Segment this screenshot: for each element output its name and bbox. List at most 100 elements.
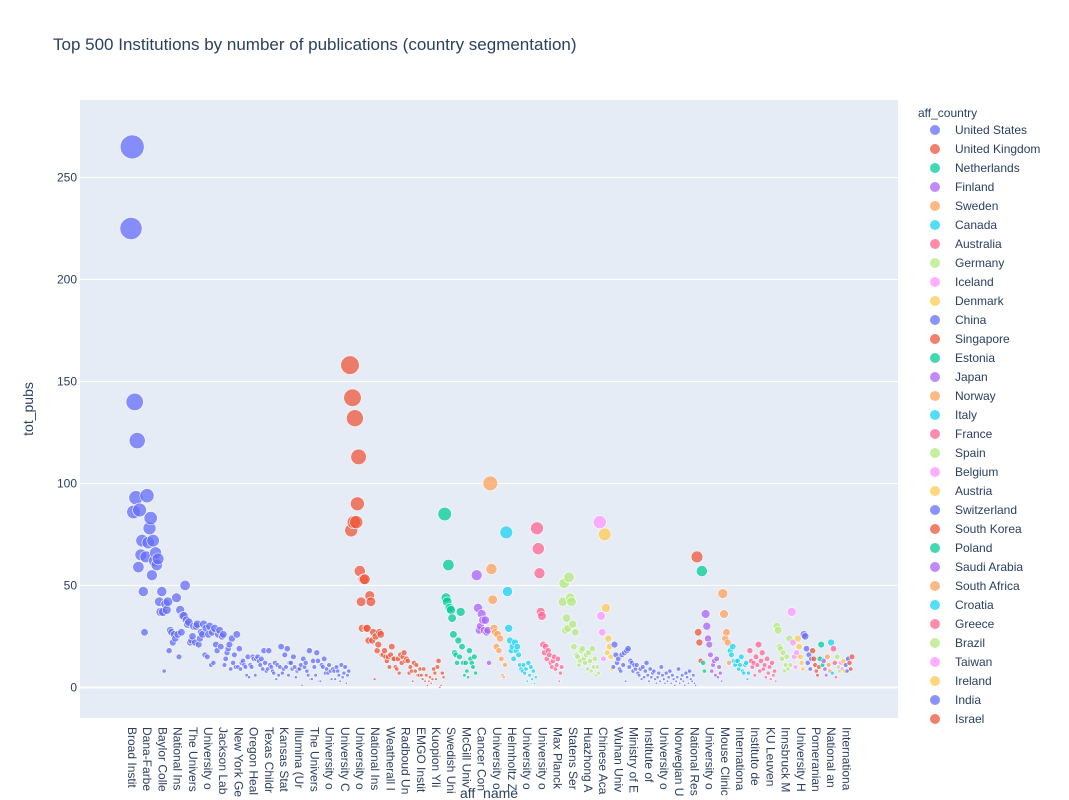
data-point[interactable] xyxy=(594,664,600,670)
data-point[interactable] xyxy=(520,662,527,668)
data-point[interactable] xyxy=(336,673,342,678)
data-point[interactable] xyxy=(238,666,244,672)
data-point[interactable] xyxy=(140,628,149,637)
data-point[interactable] xyxy=(789,638,797,647)
data-point[interactable] xyxy=(813,668,819,674)
data-point[interactable] xyxy=(558,670,563,676)
data-point[interactable] xyxy=(663,681,667,685)
data-point[interactable] xyxy=(499,525,513,540)
data-point[interactable] xyxy=(582,660,588,666)
data-point[interactable] xyxy=(640,664,646,670)
data-point[interactable] xyxy=(647,666,653,672)
data-point[interactable] xyxy=(530,677,534,682)
data-point[interactable] xyxy=(498,655,505,663)
data-point[interactable] xyxy=(667,668,673,674)
data-point[interactable] xyxy=(690,550,704,564)
data-point[interactable] xyxy=(306,673,311,678)
data-point[interactable] xyxy=(817,640,825,649)
data-point[interactable] xyxy=(642,668,648,674)
legend-item[interactable]: Estonia xyxy=(930,351,995,365)
data-point[interactable] xyxy=(495,647,503,655)
data-point[interactable] xyxy=(179,579,191,591)
data-point[interactable] xyxy=(626,664,632,670)
data-point[interactable] xyxy=(695,638,704,647)
data-point[interactable] xyxy=(373,647,381,655)
data-point[interactable] xyxy=(764,675,768,680)
data-point[interactable] xyxy=(815,673,820,678)
data-point[interactable] xyxy=(458,642,466,651)
data-point[interactable] xyxy=(702,621,712,631)
data-point[interactable] xyxy=(279,670,285,676)
data-point[interactable] xyxy=(455,607,466,617)
data-point[interactable] xyxy=(734,657,741,664)
data-point[interactable] xyxy=(432,670,438,676)
legend-item[interactable]: Netherlands xyxy=(930,161,1020,175)
data-point[interactable] xyxy=(260,666,266,672)
data-point[interactable] xyxy=(221,662,228,668)
data-point[interactable] xyxy=(827,638,835,647)
data-point[interactable] xyxy=(326,662,332,668)
data-point[interactable] xyxy=(795,642,803,651)
data-point[interactable] xyxy=(824,653,831,660)
data-point[interactable] xyxy=(341,670,347,676)
data-point[interactable] xyxy=(615,655,622,663)
legend-item[interactable]: Iceland xyxy=(930,275,994,289)
data-point[interactable] xyxy=(283,664,289,670)
data-point[interactable] xyxy=(287,660,294,666)
data-point[interactable] xyxy=(604,634,613,643)
data-point[interactable] xyxy=(394,666,400,672)
data-point[interactable] xyxy=(610,640,619,649)
data-point[interactable] xyxy=(257,662,263,668)
data-point[interactable] xyxy=(356,596,367,607)
data-point[interactable] xyxy=(314,657,321,664)
data-point[interactable] xyxy=(810,655,818,663)
data-point[interactable] xyxy=(696,565,708,577)
data-point[interactable] xyxy=(486,660,492,666)
data-point[interactable] xyxy=(333,677,338,682)
data-point[interactable] xyxy=(471,653,478,660)
data-point[interactable] xyxy=(504,623,514,633)
data-point[interactable] xyxy=(139,488,155,504)
data-point[interactable] xyxy=(620,662,626,668)
data-point[interactable] xyxy=(310,677,314,682)
data-point[interactable] xyxy=(763,655,771,663)
data-point[interactable] xyxy=(786,607,797,617)
data-point[interactable] xyxy=(531,542,545,556)
data-point[interactable] xyxy=(242,664,248,670)
data-point[interactable] xyxy=(258,655,265,663)
data-point[interactable] xyxy=(470,569,483,582)
data-point[interactable] xyxy=(673,683,677,687)
data-point[interactable] xyxy=(825,662,832,668)
data-point[interactable] xyxy=(633,662,640,668)
data-point[interactable] xyxy=(639,677,644,682)
data-point[interactable] xyxy=(618,668,624,674)
data-point[interactable] xyxy=(386,664,393,670)
data-point[interactable] xyxy=(286,673,291,678)
data-point[interactable] xyxy=(231,651,238,658)
data-point[interactable] xyxy=(528,664,534,670)
data-point[interactable] xyxy=(407,664,413,670)
data-point[interactable] xyxy=(449,630,458,639)
legend-item[interactable]: Singapore xyxy=(930,332,1010,346)
data-point[interactable] xyxy=(222,655,229,663)
legend-item[interactable]: Italy xyxy=(930,408,977,422)
data-point[interactable] xyxy=(300,683,304,687)
data-point[interactable] xyxy=(359,573,371,585)
data-point[interactable] xyxy=(376,630,385,639)
legend-item[interactable]: United States xyxy=(930,123,1027,137)
data-point[interactable] xyxy=(675,666,681,672)
legend-item[interactable]: Finland xyxy=(930,180,994,194)
data-point[interactable] xyxy=(766,664,773,670)
data-point[interactable] xyxy=(324,666,330,672)
data-point[interactable] xyxy=(161,605,172,615)
data-point[interactable] xyxy=(754,640,763,649)
data-point[interactable] xyxy=(219,630,228,639)
data-point[interactable] xyxy=(678,681,682,685)
data-point[interactable] xyxy=(310,657,317,664)
data-point[interactable] xyxy=(501,675,506,680)
data-point[interactable] xyxy=(321,655,328,663)
data-point[interactable] xyxy=(268,664,274,670)
data-point[interactable] xyxy=(485,563,498,575)
data-point[interactable] xyxy=(502,586,513,597)
data-point[interactable] xyxy=(705,640,713,649)
